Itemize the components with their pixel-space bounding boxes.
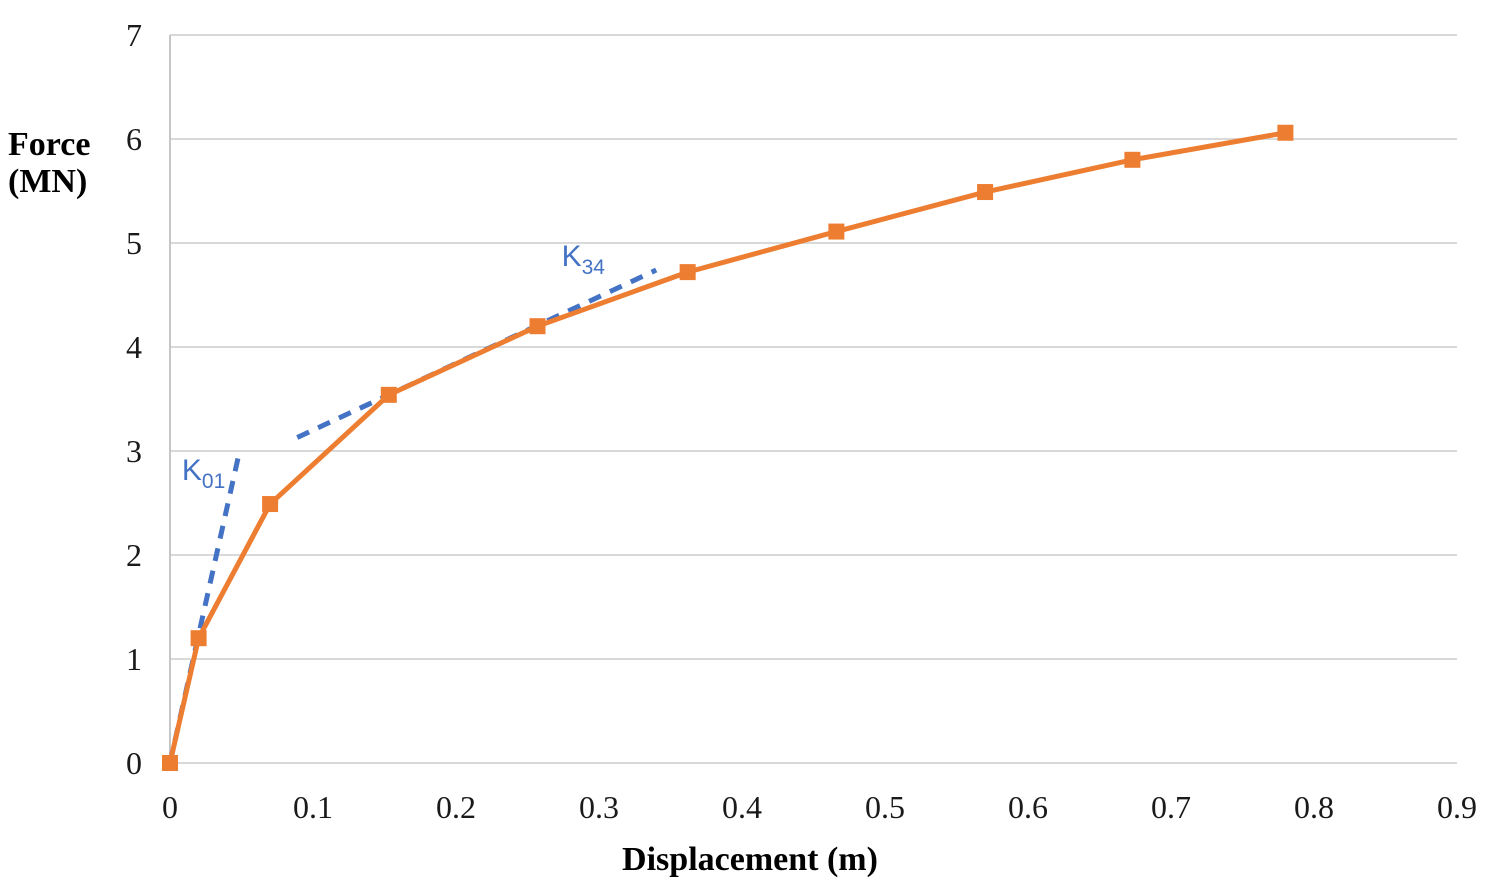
force-displacement-curve-marker-6 <box>828 223 845 240</box>
force-displacement-curve-marker-8 <box>1124 151 1141 168</box>
force-displacement-curve-marker-1 <box>190 630 207 647</box>
x-tick-label-0: 0 <box>162 789 178 825</box>
force-displacement-curve-marker-0 <box>162 755 178 771</box>
x-tick-label-0.1: 0.1 <box>293 789 333 825</box>
force-displacement-curve-marker-2 <box>262 496 279 513</box>
x-tick-label-0.6: 0.6 <box>1008 789 1048 825</box>
x-tick-label-0.3: 0.3 <box>579 789 619 825</box>
y-tick-label-3: 3 <box>126 433 142 469</box>
force-displacement-curve-marker-5 <box>679 264 696 281</box>
force-displacement-curve-marker-3 <box>380 386 397 403</box>
y-tick-label-7: 7 <box>126 17 142 53</box>
y-tick-label-4: 4 <box>126 329 142 365</box>
K01-label: K01 <box>182 454 225 493</box>
force-displacement-curve-marker-9 <box>1277 124 1294 141</box>
y-tick-label-5: 5 <box>126 225 142 261</box>
K34-label: K34 <box>562 240 606 279</box>
y-tick-label-1: 1 <box>126 641 142 677</box>
x-axis-title: Displacement (m) <box>622 841 878 878</box>
x-tick-label-0.8: 0.8 <box>1294 789 1334 825</box>
x-tick-label-0.7: 0.7 <box>1151 789 1191 825</box>
K34-secant-line <box>296 267 658 440</box>
y-axis-title: Force (MN) <box>8 126 90 200</box>
force-displacement-curve-marker-4 <box>529 318 546 335</box>
y-tick-label-6: 6 <box>126 121 142 157</box>
y-tick-label-0: 0 <box>126 745 142 781</box>
force-displacement-curve-marker-7 <box>977 184 994 201</box>
x-tick-label-0.9: 0.9 <box>1437 789 1477 825</box>
x-tick-label-0.2: 0.2 <box>436 789 476 825</box>
x-tick-label-0.5: 0.5 <box>865 789 905 825</box>
y-axis-title-line2: (MN) <box>8 163 88 200</box>
x-tick-label-0.4: 0.4 <box>722 789 762 825</box>
y-tick-label-2: 2 <box>126 537 142 573</box>
y-axis-title-line1: Force <box>8 126 91 163</box>
force-displacement-curve-line <box>167 130 1288 766</box>
